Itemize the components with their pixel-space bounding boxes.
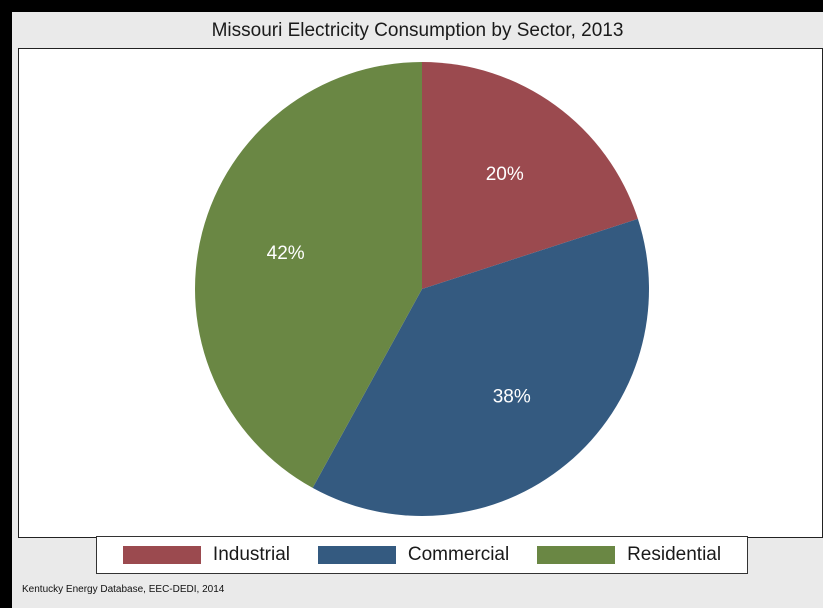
legend-label-industrial: Industrial (212, 544, 291, 565)
legend-item-commercial: Commercial (317, 544, 510, 566)
legend-swatch-residential (537, 546, 616, 564)
legend-item-residential: Residential (537, 544, 721, 566)
pie-slice-industrial (422, 62, 638, 289)
chart-title: Missouri Electricity Consumption by Sect… (211, 20, 624, 41)
pie-slice-commercial (312, 218, 649, 516)
legend-swatch-industrial (122, 546, 201, 564)
chart-panel: Missouri Electricity Consumption by Sect… (12, 12, 823, 608)
legend-item-industrial: Industrial (122, 544, 291, 566)
pie-slice-residential (194, 62, 422, 488)
legend: Industrial Commercial Residential (96, 536, 748, 574)
pie-chart: 20% 38% 42% (194, 62, 649, 516)
legend-label-residential: Residential (627, 544, 722, 565)
legend-label-commercial: Commercial (407, 544, 510, 565)
pie-label-commercial: 38% (493, 386, 531, 407)
pie-label-industrial: 20% (486, 164, 524, 185)
plot-area: 20% 38% 42% (18, 48, 823, 538)
source-note: Kentucky Energy Database, EEC-DEDI, 2014 (22, 584, 225, 595)
legend-swatch-commercial (317, 546, 396, 564)
pie-label-residential: 42% (267, 243, 305, 264)
